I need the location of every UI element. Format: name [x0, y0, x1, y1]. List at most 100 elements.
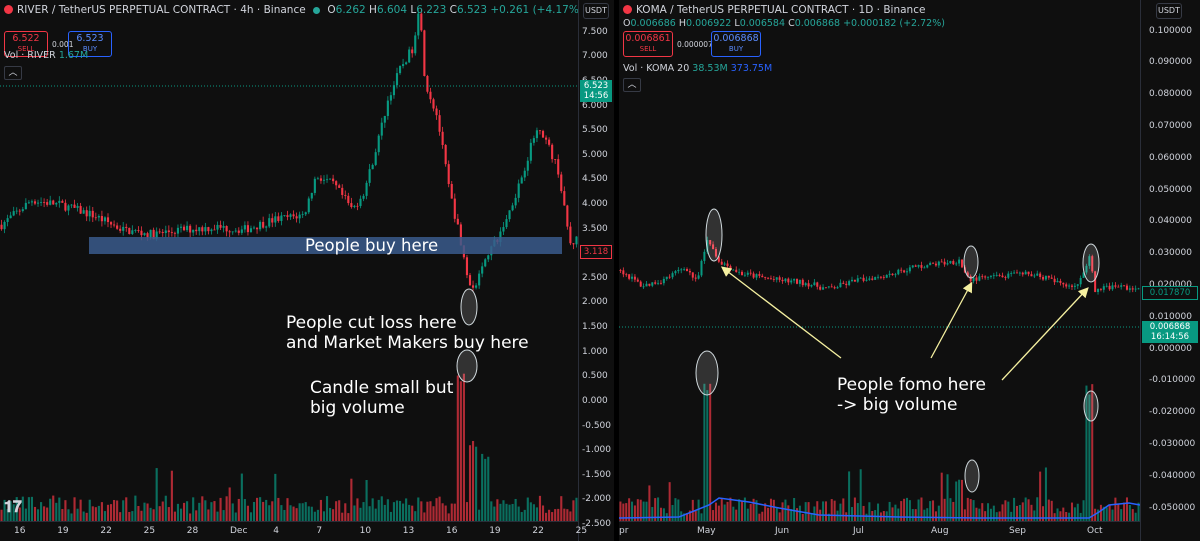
symbol-title[interactable]: KOMA / TetherUS PERPETUAL CONTRACT · 1D …	[636, 4, 926, 16]
candle-body	[298, 214, 301, 219]
candle-body	[686, 268, 689, 272]
volume-bar	[152, 509, 155, 521]
price-axis-label: 1.500	[582, 322, 608, 333]
right-chart-plot[interactable]	[619, 0, 1140, 521]
volume-bar	[648, 485, 651, 521]
volume-bar	[868, 502, 871, 521]
candle-body	[471, 285, 475, 288]
volume-bar	[720, 498, 723, 521]
volume-bar	[668, 482, 671, 521]
candle-body	[109, 222, 113, 225]
candle-body	[795, 279, 799, 284]
candle-body	[810, 285, 813, 287]
volume-bar	[1007, 501, 1010, 521]
volume-bar	[119, 512, 122, 521]
candle-body	[207, 227, 210, 232]
candle-body	[228, 231, 231, 233]
left-chart-panel[interactable]: RIVER / TetherUS PERPETUAL CONTRACT · 4h…	[0, 0, 614, 541]
volume-bar	[1091, 384, 1094, 521]
volume-bar	[447, 513, 450, 521]
volume-bar	[1120, 509, 1123, 521]
candle-body	[575, 236, 578, 245]
volume-bar	[414, 511, 417, 521]
candle-body	[563, 191, 566, 206]
right-chart-panel[interactable]: KOMA / TetherUS PERPETUAL CONTRACT · 1D …	[619, 0, 1200, 541]
right-chart-header: KOMA / TetherUS PERPETUAL CONTRACT · 1D …	[623, 4, 925, 16]
currency-selector[interactable]: USDT	[1156, 3, 1182, 19]
volume-bar	[43, 506, 46, 521]
sell-button[interactable]: 6.522 SELL	[4, 31, 48, 57]
candle-body	[1013, 272, 1016, 274]
candle-body	[1128, 288, 1131, 290]
collapse-button[interactable]: ︿	[623, 78, 641, 92]
left-time-axis[interactable]: 16 19 22 25 28 Dec 4 7 10 13 16 19 22 25	[0, 521, 587, 541]
time-axis-label: 19	[489, 526, 501, 536]
symbol-title[interactable]: RIVER / TetherUS PERPETUAL CONTRACT · 4h…	[17, 4, 306, 16]
volume-bar	[963, 509, 966, 521]
candle-body	[116, 225, 119, 229]
candle-body	[969, 276, 972, 282]
right-time-axis[interactable]: pr May Jun Jul Aug Sep Oct	[619, 521, 1140, 541]
volume-bar	[176, 503, 180, 521]
candle-body	[767, 277, 770, 279]
volume-bar	[116, 500, 119, 521]
left-chart-plot[interactable]	[0, 0, 578, 521]
volume-bar	[113, 499, 116, 521]
buy-button[interactable]: 6.523 BUY	[68, 31, 112, 57]
volume-bar	[625, 503, 628, 521]
price-axis-label: 0.010000	[1149, 311, 1192, 322]
volume-bar	[161, 501, 164, 521]
volume-bar	[958, 479, 961, 521]
candle-body	[972, 277, 975, 282]
volume-bar	[923, 509, 926, 521]
volume-bar	[529, 502, 532, 521]
volume-bar	[1039, 471, 1042, 521]
candle-body	[499, 231, 502, 243]
currency-selector[interactable]: USDT	[583, 3, 609, 19]
candle-body	[639, 281, 642, 287]
candle-body	[680, 269, 683, 271]
volume-bar	[481, 453, 484, 521]
volume-bar	[228, 487, 231, 521]
volume-bar	[569, 511, 572, 521]
time-axis-label: 13	[402, 526, 415, 536]
candle-body	[738, 271, 741, 273]
volume-bar	[283, 509, 286, 521]
highlight-ellipse	[456, 349, 478, 383]
candle-body	[900, 269, 903, 271]
right-price-axis[interactable]: USDT 0.100000 0.090000 0.080000 0.070000 0.0…	[1140, 0, 1200, 541]
volume-bar	[1137, 502, 1140, 521]
volume-bar	[356, 498, 359, 521]
panel-divider[interactable]	[614, 0, 619, 541]
candle-body	[88, 210, 91, 217]
candle-body	[459, 224, 462, 246]
candle-body	[1024, 271, 1027, 275]
candle-body	[560, 174, 563, 192]
volume-bar	[952, 501, 955, 521]
candle-body	[21, 209, 24, 212]
volume-bar	[975, 507, 978, 521]
price-axis-label: 0.070000	[1149, 120, 1192, 131]
candle-body	[865, 279, 868, 281]
volume-bar	[1004, 500, 1007, 521]
ma-price-tag: 0.017870	[1142, 286, 1198, 300]
time-axis-label: 19	[57, 526, 69, 536]
last-price-tag: 6.523 14:56	[580, 80, 612, 102]
volume-bar	[462, 373, 465, 521]
candle-body	[186, 225, 189, 231]
candle-body	[301, 214, 304, 216]
candle-body	[517, 183, 520, 198]
buy-button[interactable]: 0.006868 BUY	[711, 31, 761, 57]
annotation-volume-2: big volume	[310, 398, 405, 418]
candle-body	[1076, 284, 1079, 286]
volume-bar	[631, 501, 634, 521]
volume-bar	[411, 505, 414, 521]
collapse-button[interactable]: ︿	[4, 66, 22, 80]
market-open-icon	[313, 7, 321, 14]
candle-body	[335, 181, 338, 186]
volume-bar	[769, 498, 772, 521]
candle-body	[280, 215, 283, 221]
sell-button[interactable]: 0.006861 SELL	[623, 31, 673, 57]
volume-bar	[347, 513, 350, 521]
volume-bar	[657, 497, 660, 521]
